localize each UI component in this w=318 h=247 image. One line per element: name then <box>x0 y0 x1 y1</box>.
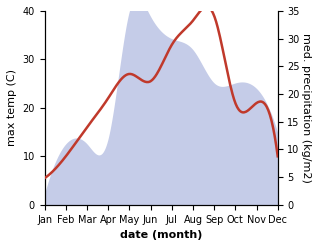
Y-axis label: med. precipitation (kg/m2): med. precipitation (kg/m2) <box>301 33 311 183</box>
Y-axis label: max temp (C): max temp (C) <box>7 69 17 146</box>
X-axis label: date (month): date (month) <box>120 230 202 240</box>
